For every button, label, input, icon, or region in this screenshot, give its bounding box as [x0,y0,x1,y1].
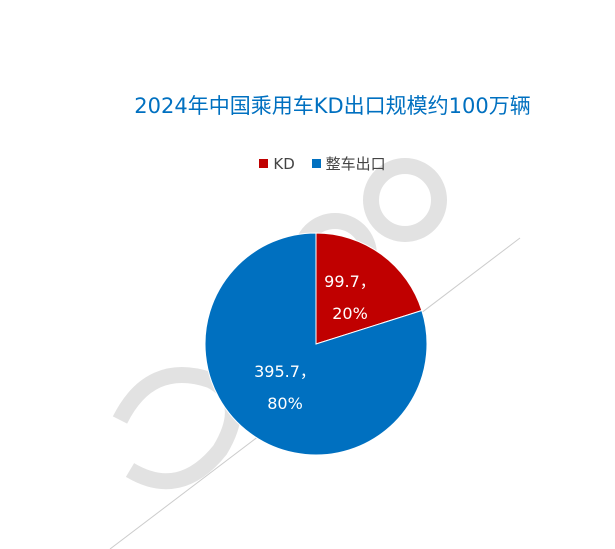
pie-slice-0 [315,232,423,345]
legend-item-kd: KD [259,154,295,173]
data-label-percent: 80% [267,394,303,413]
data-label-percent: 20% [332,304,368,323]
legend-swatch [259,159,269,168]
data-label-value: 395.7， [254,362,316,381]
pie-slice-1 [204,232,428,456]
legend-label: 整车出口 [325,155,386,173]
chart-title: 2024年中国乘用车KD出口规模约100万辆 [134,94,531,118]
legend-item-vehicle: 整车出口 [311,153,386,174]
legend: KD 整车出口 [0,153,615,174]
legend-swatch [311,159,321,168]
data-label-value: 99.7， [324,272,376,291]
legend-label: KD [273,154,295,173]
